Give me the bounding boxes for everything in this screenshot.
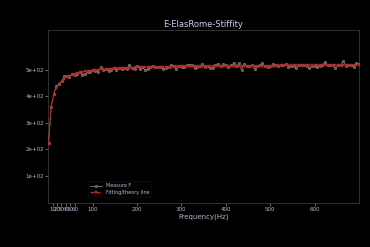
Fitting/theory line — [46, 142, 51, 145]
Measure F — [130, 66, 134, 69]
Measure F — [111, 67, 116, 70]
Line: Fitting/theory line: Fitting/theory line — [47, 64, 360, 145]
Measure F — [349, 64, 353, 67]
Measure F — [357, 62, 361, 65]
Measure F — [260, 62, 265, 65]
Fitting/theory line — [346, 64, 351, 67]
Fitting/theory line — [218, 64, 223, 67]
Fitting/theory line — [357, 64, 361, 67]
Line: Measure F: Measure F — [47, 60, 360, 144]
Title: E-ElasRome-Stiffity: E-ElasRome-Stiffity — [164, 20, 243, 29]
Fitting/theory line — [130, 66, 134, 69]
Measure F — [46, 142, 51, 145]
Fitting/theory line — [111, 67, 116, 70]
Measure F — [341, 60, 346, 63]
Legend: Measure F, Fitting/theory line: Measure F, Fitting/theory line — [88, 181, 151, 197]
Fitting/theory line — [292, 64, 296, 67]
Fitting/theory line — [260, 64, 265, 67]
X-axis label: Frequency(Hz): Frequency(Hz) — [178, 213, 229, 220]
Measure F — [292, 64, 296, 67]
Measure F — [218, 64, 223, 67]
